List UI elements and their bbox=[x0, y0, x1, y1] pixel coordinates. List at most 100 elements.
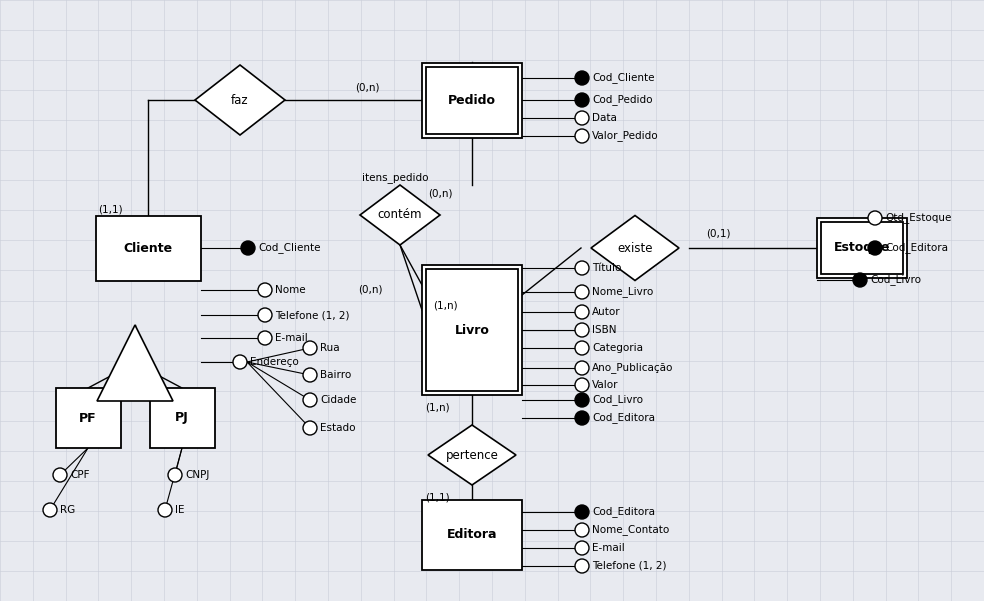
Text: (1,1): (1,1) bbox=[425, 493, 450, 503]
Text: (0,n): (0,n) bbox=[358, 285, 382, 295]
Circle shape bbox=[158, 503, 172, 517]
Polygon shape bbox=[195, 65, 285, 135]
Text: IE: IE bbox=[175, 505, 185, 515]
Text: Valor: Valor bbox=[592, 380, 619, 390]
Polygon shape bbox=[97, 325, 173, 401]
Circle shape bbox=[168, 468, 182, 482]
Circle shape bbox=[575, 341, 589, 355]
Text: Ano_Publicação: Ano_Publicação bbox=[592, 362, 673, 373]
Polygon shape bbox=[360, 185, 440, 245]
Text: CPF: CPF bbox=[70, 470, 90, 480]
Text: Autor: Autor bbox=[592, 307, 621, 317]
Text: Qtd_Estoque: Qtd_Estoque bbox=[885, 213, 952, 224]
Text: Título: Título bbox=[592, 263, 621, 273]
Circle shape bbox=[258, 308, 272, 322]
Bar bbox=[150, 388, 215, 448]
Text: pertence: pertence bbox=[446, 448, 499, 462]
Circle shape bbox=[575, 71, 589, 85]
Text: Cod_Editora: Cod_Editora bbox=[592, 412, 655, 424]
Bar bbox=[422, 63, 522, 138]
Text: Endereço: Endereço bbox=[250, 357, 299, 367]
Text: contém: contém bbox=[378, 209, 422, 222]
Text: Cod_Pedido: Cod_Pedido bbox=[592, 94, 652, 105]
Polygon shape bbox=[591, 216, 679, 281]
Polygon shape bbox=[428, 425, 516, 485]
Circle shape bbox=[575, 523, 589, 537]
Text: existe: existe bbox=[617, 242, 652, 254]
Circle shape bbox=[303, 393, 317, 407]
Text: PF: PF bbox=[79, 412, 96, 424]
Circle shape bbox=[575, 285, 589, 299]
Circle shape bbox=[233, 355, 247, 369]
Text: (0,1): (0,1) bbox=[706, 229, 730, 239]
Bar bbox=[95, 216, 201, 281]
Text: Estoque: Estoque bbox=[833, 242, 891, 254]
Text: E-mail: E-mail bbox=[592, 543, 625, 553]
Bar bbox=[817, 218, 907, 278]
Text: PJ: PJ bbox=[175, 412, 189, 424]
Circle shape bbox=[575, 393, 589, 407]
Circle shape bbox=[53, 468, 67, 482]
Circle shape bbox=[868, 211, 882, 225]
Text: Cod_Editora: Cod_Editora bbox=[885, 243, 948, 254]
Circle shape bbox=[303, 368, 317, 382]
Text: Cod_Livro: Cod_Livro bbox=[592, 394, 643, 406]
Circle shape bbox=[241, 241, 255, 255]
Circle shape bbox=[575, 411, 589, 425]
Text: Telefone (1, 2): Telefone (1, 2) bbox=[592, 561, 666, 571]
Text: ISBN: ISBN bbox=[592, 325, 617, 335]
Text: Bairro: Bairro bbox=[320, 370, 351, 380]
Text: Cod_Cliente: Cod_Cliente bbox=[592, 73, 654, 84]
Circle shape bbox=[575, 111, 589, 125]
Circle shape bbox=[853, 273, 867, 287]
Bar bbox=[55, 388, 120, 448]
Text: (1,n): (1,n) bbox=[425, 403, 450, 413]
Text: RG: RG bbox=[60, 505, 75, 515]
Circle shape bbox=[258, 331, 272, 345]
Text: CNPJ: CNPJ bbox=[185, 470, 210, 480]
Bar bbox=[426, 67, 518, 133]
Text: Livro: Livro bbox=[455, 323, 489, 337]
Text: faz: faz bbox=[231, 94, 249, 106]
Bar bbox=[821, 222, 903, 274]
Text: (1,n): (1,n) bbox=[433, 300, 458, 310]
Text: Pedido: Pedido bbox=[448, 94, 496, 106]
Bar bbox=[422, 265, 522, 395]
Bar bbox=[422, 500, 522, 570]
Text: Rua: Rua bbox=[320, 343, 339, 353]
Text: (1,1): (1,1) bbox=[97, 205, 122, 215]
Circle shape bbox=[575, 541, 589, 555]
Circle shape bbox=[575, 323, 589, 337]
Text: itens_pedido: itens_pedido bbox=[362, 172, 428, 183]
Circle shape bbox=[868, 241, 882, 255]
Text: Nome: Nome bbox=[275, 285, 306, 295]
Circle shape bbox=[575, 378, 589, 392]
Text: Valor_Pedido: Valor_Pedido bbox=[592, 130, 658, 141]
Circle shape bbox=[258, 283, 272, 297]
Circle shape bbox=[303, 421, 317, 435]
Text: Cod_Editora: Cod_Editora bbox=[592, 507, 655, 517]
Circle shape bbox=[43, 503, 57, 517]
Text: Categoria: Categoria bbox=[592, 343, 643, 353]
Bar bbox=[426, 269, 518, 391]
Circle shape bbox=[575, 361, 589, 375]
Text: Estado: Estado bbox=[320, 423, 355, 433]
Text: Nome_Livro: Nome_Livro bbox=[592, 287, 653, 297]
Text: Cliente: Cliente bbox=[123, 242, 172, 254]
Circle shape bbox=[575, 505, 589, 519]
Circle shape bbox=[575, 305, 589, 319]
Text: Editora: Editora bbox=[447, 528, 497, 542]
Text: E-mail: E-mail bbox=[275, 333, 308, 343]
Text: (0,n): (0,n) bbox=[428, 188, 453, 198]
Text: Cod_Livro: Cod_Livro bbox=[870, 275, 921, 285]
Circle shape bbox=[575, 559, 589, 573]
Text: Cod_Cliente: Cod_Cliente bbox=[258, 243, 321, 254]
Circle shape bbox=[303, 341, 317, 355]
Text: (0,n): (0,n) bbox=[355, 83, 379, 93]
Text: Data: Data bbox=[592, 113, 617, 123]
Text: Cidade: Cidade bbox=[320, 395, 356, 405]
Circle shape bbox=[575, 261, 589, 275]
Circle shape bbox=[575, 93, 589, 107]
Text: Nome_Contato: Nome_Contato bbox=[592, 525, 669, 535]
Text: Telefone (1, 2): Telefone (1, 2) bbox=[275, 310, 349, 320]
